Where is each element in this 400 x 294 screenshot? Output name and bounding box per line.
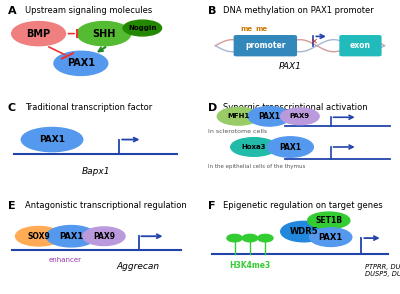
Ellipse shape <box>46 225 96 247</box>
Text: PTPRR, DUSP1,
DUSP5, DUSP6: PTPRR, DUSP1, DUSP5, DUSP6 <box>365 264 400 277</box>
Ellipse shape <box>12 21 66 46</box>
Text: PAX1: PAX1 <box>279 143 301 151</box>
Text: PAX1: PAX1 <box>39 135 65 144</box>
Ellipse shape <box>308 212 350 229</box>
Ellipse shape <box>281 108 319 125</box>
FancyBboxPatch shape <box>339 35 382 56</box>
Text: B: B <box>208 6 216 16</box>
Ellipse shape <box>16 226 62 246</box>
Text: Bapx1: Bapx1 <box>82 167 110 176</box>
Ellipse shape <box>83 227 125 245</box>
Text: Hoxa3: Hoxa3 <box>242 144 266 150</box>
Ellipse shape <box>77 21 131 46</box>
Text: PAX1: PAX1 <box>67 58 95 68</box>
Text: In sclerotome cells: In sclerotome cells <box>208 129 267 134</box>
Text: me: me <box>240 26 252 32</box>
Circle shape <box>258 234 273 242</box>
Text: D: D <box>208 103 217 113</box>
Text: WDR5: WDR5 <box>290 227 318 236</box>
Text: Noggin: Noggin <box>128 25 156 31</box>
Text: exon: exon <box>350 41 371 50</box>
Text: Upstream signaling molecules: Upstream signaling molecules <box>25 6 152 15</box>
Text: Epigenetic regulation on target genes: Epigenetic regulation on target genes <box>223 201 383 210</box>
Ellipse shape <box>281 221 327 242</box>
Ellipse shape <box>231 138 277 156</box>
Ellipse shape <box>267 137 313 157</box>
Text: PAX9: PAX9 <box>93 232 115 241</box>
Text: ✕: ✕ <box>311 36 318 46</box>
Text: PAX1: PAX1 <box>258 112 280 121</box>
Text: MFH1: MFH1 <box>227 113 250 119</box>
Circle shape <box>227 234 242 242</box>
Text: SOX9: SOX9 <box>27 232 50 241</box>
FancyBboxPatch shape <box>234 35 297 56</box>
Text: promoter: promoter <box>245 41 286 50</box>
Text: F: F <box>208 201 215 211</box>
Circle shape <box>242 234 258 242</box>
Text: PAX9: PAX9 <box>290 113 310 119</box>
Text: SET1B: SET1B <box>315 216 342 225</box>
Ellipse shape <box>310 228 352 246</box>
Text: DNA methylation on PAX1 promoter: DNA methylation on PAX1 promoter <box>223 6 374 15</box>
Text: Antagonistic transcriptional regulation: Antagonistic transcriptional regulation <box>25 201 187 210</box>
Ellipse shape <box>217 108 260 125</box>
Text: enhancer: enhancer <box>49 257 82 263</box>
Text: BMP: BMP <box>26 29 51 39</box>
Text: C: C <box>8 103 16 113</box>
Text: H3K4me3: H3K4me3 <box>229 260 270 270</box>
Text: PAX1: PAX1 <box>59 232 83 241</box>
Text: A: A <box>8 6 16 16</box>
Ellipse shape <box>21 128 83 152</box>
Ellipse shape <box>54 51 108 76</box>
Text: Traditional transcription factor: Traditional transcription factor <box>25 103 152 112</box>
Text: PAX1: PAX1 <box>279 62 302 71</box>
Text: SHH: SHH <box>92 29 116 39</box>
Text: Synergic transcriptional activation: Synergic transcriptional activation <box>223 103 368 112</box>
Ellipse shape <box>248 106 290 126</box>
Text: me: me <box>256 26 268 32</box>
Text: PAX1: PAX1 <box>318 233 343 242</box>
Text: Aggrecan: Aggrecan <box>117 263 160 271</box>
Text: In the epithelial cells of the thymus: In the epithelial cells of the thymus <box>208 164 305 169</box>
Ellipse shape <box>123 20 162 36</box>
Text: E: E <box>8 201 16 211</box>
